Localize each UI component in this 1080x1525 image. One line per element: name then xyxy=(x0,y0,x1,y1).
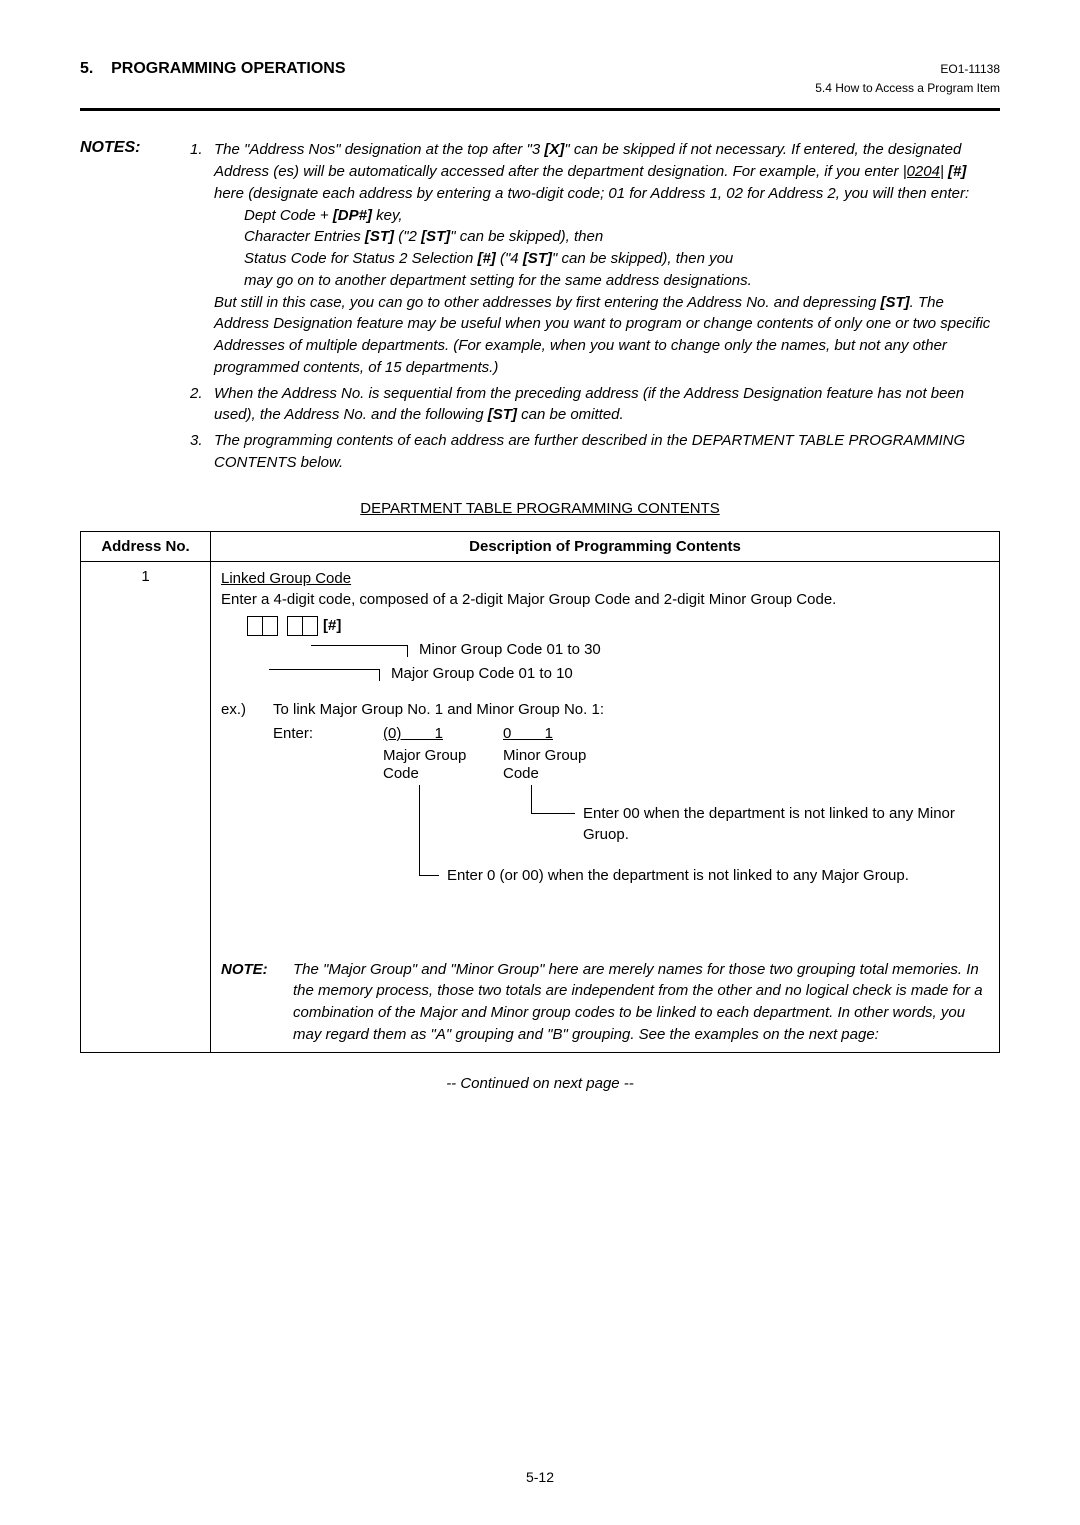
note1-p1b: [X] xyxy=(544,141,564,158)
note1-l3d: [ST] xyxy=(523,250,552,267)
note1-l3c: ("4 xyxy=(496,250,523,267)
note1-l3a: Status Code for Status 2 Selection xyxy=(244,250,477,267)
digit-box-1 xyxy=(247,616,263,636)
col-address-no: Address No. xyxy=(81,531,211,561)
minor-range: Minor Group Code 01 to 30 xyxy=(419,639,601,661)
dept-table: Address No. Description of Programming C… xyxy=(80,531,1000,1053)
note1-l2b: [ST] xyxy=(365,228,394,245)
bracket-callouts: Enter 00 when the department is not link… xyxy=(299,785,989,945)
notes-body: 1. The "Address Nos" designation at the … xyxy=(190,139,1000,477)
note2-t3: can be omitted. xyxy=(517,406,624,423)
dept-table-heading: DEPARTMENT TABLE PROGRAMMING CONTENTS xyxy=(80,500,1000,517)
note1-p2a: But still in this case, you can go to ot… xyxy=(214,294,880,311)
note1-line3: Status Code for Status 2 Selection [#] (… xyxy=(244,248,1000,270)
note1-line1: Dept Code + [DP#] key, xyxy=(244,205,1000,227)
note3-t: The programming contents of each address… xyxy=(214,432,965,471)
col-description: Description of Programming Contents xyxy=(211,531,1000,561)
description-cell: Linked Group Code Enter a 4-digit code, … xyxy=(211,561,1000,1052)
doc-number: EO1-11138 xyxy=(815,60,1000,79)
inner-note-text: The "Major Group" and "Minor Group" here… xyxy=(293,959,989,1046)
continued-text: -- Continued on next page -- xyxy=(80,1075,1000,1092)
note1-line2: Character Entries [ST] ("2 [ST]" can be … xyxy=(244,226,1000,248)
note-num-3: 3. xyxy=(190,430,203,452)
callout-major: Enter 0 (or 00) when the department is n… xyxy=(447,865,909,887)
note1-p1f: [#] xyxy=(948,163,966,180)
note1-l2c: ("2 xyxy=(394,228,421,245)
digit-box-2 xyxy=(262,616,278,636)
enter-line: Enter: (0) 1 0 1 xyxy=(273,723,989,745)
example-row: ex.) To link Major Group No. 1 and Minor… xyxy=(221,699,989,945)
major-code-label-2: Code xyxy=(383,763,419,785)
inner-note-label: NOTE: xyxy=(221,959,293,1046)
note-item-2: 2. When the Address No. is sequential fr… xyxy=(190,383,1000,427)
major-range: Major Group Code 01 to 10 xyxy=(391,663,573,685)
minor-code-label-2: Code xyxy=(503,763,539,785)
note1-l1b: [DP#] xyxy=(333,207,372,224)
note1-l2e: " can be skipped), then xyxy=(450,228,603,245)
section-number: 5. xyxy=(80,60,93,77)
digit-box-3 xyxy=(287,616,303,636)
note1-p1a: The "Address Nos" designation at the top… xyxy=(214,141,544,158)
section-title: PROGRAMMING OPERATIONS xyxy=(111,60,345,77)
lgc-intro: Enter a 4-digit code, composed of a 2-di… xyxy=(221,589,989,611)
hash-key: [#] xyxy=(323,615,341,637)
inner-note: NOTE: The "Major Group" and "Minor Group… xyxy=(221,959,989,1046)
range-callouts: Minor Group Code 01 to 30 Major Group Co… xyxy=(247,639,989,699)
note1-line4: may go on to another department setting … xyxy=(244,270,1000,292)
note1-l3b: [#] xyxy=(477,250,495,267)
note1-l1a: Dept Code + xyxy=(244,207,333,224)
note-num-1: 1. xyxy=(190,139,203,161)
callout-minor: Enter 00 when the department is not link… xyxy=(583,803,989,847)
enter-minor: 0 1 xyxy=(503,723,583,745)
note1-l2a: Character Entries xyxy=(244,228,365,245)
note-num-2: 2. xyxy=(190,383,203,405)
note-item-3: 3. The programming contents of each addr… xyxy=(190,430,1000,474)
note-item-1: 1. The "Address Nos" designation at the … xyxy=(190,139,1000,378)
note1-l3e: " can be skipped), then you xyxy=(552,250,733,267)
note1-p2b: [ST] xyxy=(880,294,909,311)
note1-l2d: [ST] xyxy=(421,228,450,245)
note1-p1d: |0204| xyxy=(903,163,944,180)
note1-l1c: key, xyxy=(372,207,403,224)
header-right: EO1-11138 5.4 How to Access a Program It… xyxy=(815,60,1000,98)
entry-boxes-row: [#] xyxy=(247,615,989,637)
subsection: 5.4 How to Access a Program Item xyxy=(815,79,1000,98)
example-text: To link Major Group No. 1 and Minor Grou… xyxy=(273,699,989,721)
code-labels: Major Group Minor Group Code Code xyxy=(273,745,989,785)
digit-box-4 xyxy=(302,616,318,636)
footer-page-number: 5-12 xyxy=(0,1469,1080,1485)
enter-major: (0) 1 xyxy=(383,723,463,745)
header-rule xyxy=(80,108,1000,111)
note1-p1g: here (designate each address by entering… xyxy=(214,185,969,202)
linked-group-code-title: Linked Group Code xyxy=(221,568,989,590)
notes-label: NOTES: xyxy=(80,139,190,157)
example-label: ex.) xyxy=(221,699,273,945)
address-no-cell: 1 xyxy=(81,561,211,1052)
note2-t2: [ST] xyxy=(488,406,517,423)
enter-label: Enter: xyxy=(273,723,313,745)
section-header: 5. PROGRAMMING OPERATIONS xyxy=(80,60,346,78)
